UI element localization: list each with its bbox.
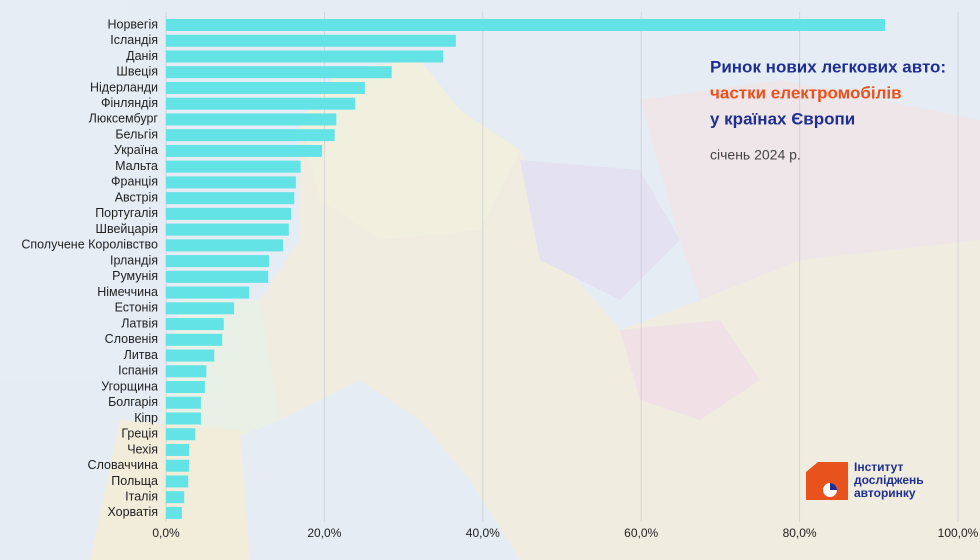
y-tick-label: Австрія (115, 190, 158, 204)
bar (166, 19, 886, 31)
x-tick-label: 40,0% (466, 526, 500, 540)
bar (166, 144, 323, 157)
y-tick-label: Ісландія (110, 33, 158, 47)
logo-text: Інститут (854, 460, 904, 474)
bar (166, 428, 196, 441)
y-tick-label: Греція (121, 427, 158, 441)
y-tick-label: Данія (126, 49, 158, 63)
y-tick-label: Німеччина (97, 285, 158, 299)
bar (166, 113, 337, 126)
chart-subtitle: січень 2024 р. (710, 147, 801, 163)
bar (166, 129, 335, 142)
y-tick-label: Ірландія (110, 253, 158, 267)
y-tick-label: Люксембург (89, 112, 159, 126)
y-tick-label: Італія (125, 489, 158, 503)
bar (166, 475, 189, 488)
x-tick-label: 100,0% (938, 526, 979, 540)
bar (166, 412, 201, 425)
bar (166, 50, 444, 63)
y-tick-label: Мальта (115, 159, 158, 173)
bar (166, 34, 456, 47)
y-tick-label: Франція (111, 175, 158, 189)
y-tick-label: Литва (124, 348, 158, 362)
bar (166, 160, 301, 173)
y-tick-label: Швеція (116, 65, 158, 79)
bar (166, 491, 185, 504)
y-tick-label: Нідерланди (90, 80, 158, 94)
bar (166, 333, 223, 346)
y-tick-label: Естонія (115, 301, 158, 315)
logo-icon (830, 483, 837, 490)
bar (166, 286, 250, 299)
y-tick-label: Румунія (112, 269, 158, 283)
x-tick-label: 20,0% (307, 526, 341, 540)
y-tick-label: Угорщина (101, 379, 158, 393)
bar (166, 443, 189, 456)
y-tick-label: Фінляндія (101, 96, 158, 110)
y-tick-label: Чехія (127, 442, 158, 456)
chart-title: Ринок нових легкових авто: (710, 57, 946, 76)
bar (166, 396, 201, 409)
y-tick-label: Латвія (121, 316, 158, 330)
bar (166, 207, 292, 220)
bar (166, 506, 182, 519)
bar (166, 270, 269, 283)
bar (166, 192, 295, 205)
x-tick-label: 60,0% (624, 526, 658, 540)
bar (166, 365, 207, 378)
y-tick-label: Іспанія (118, 364, 158, 378)
y-tick-label: Норвегія (108, 17, 159, 31)
bar (166, 239, 284, 252)
y-tick-label: Швейцарія (96, 222, 159, 236)
logo-icon (806, 462, 848, 500)
bar (166, 66, 392, 79)
bar (166, 318, 224, 331)
chart-title: у країнах Європи (710, 109, 855, 128)
y-tick-label: Португалія (95, 206, 158, 220)
y-tick-label: Сполучене Королівство (21, 238, 158, 252)
y-tick-label: Словенія (105, 332, 158, 346)
y-tick-label: Хорватія (107, 505, 158, 519)
bar (166, 97, 356, 110)
y-tick-label: Україна (114, 143, 158, 157)
bar (166, 223, 289, 236)
x-tick-label: 80,0% (783, 526, 817, 540)
bar (166, 176, 296, 189)
bar (166, 459, 189, 472)
y-tick-label: Болгарія (108, 395, 158, 409)
bar (166, 349, 215, 362)
bar (166, 81, 365, 94)
y-tick-label: Словаччина (88, 458, 159, 472)
y-tick-label: Польща (111, 474, 158, 488)
logo-text: досліджень (854, 473, 924, 487)
y-tick-label: Кіпр (134, 411, 158, 425)
bar (166, 255, 269, 268)
bar (166, 302, 235, 315)
chart-title: частки електромобілів (710, 83, 902, 102)
x-tick-label: 0,0% (152, 526, 180, 540)
bar (166, 381, 205, 394)
y-tick-label: Бельгія (115, 127, 158, 141)
logo-text: авторинку (854, 486, 916, 500)
